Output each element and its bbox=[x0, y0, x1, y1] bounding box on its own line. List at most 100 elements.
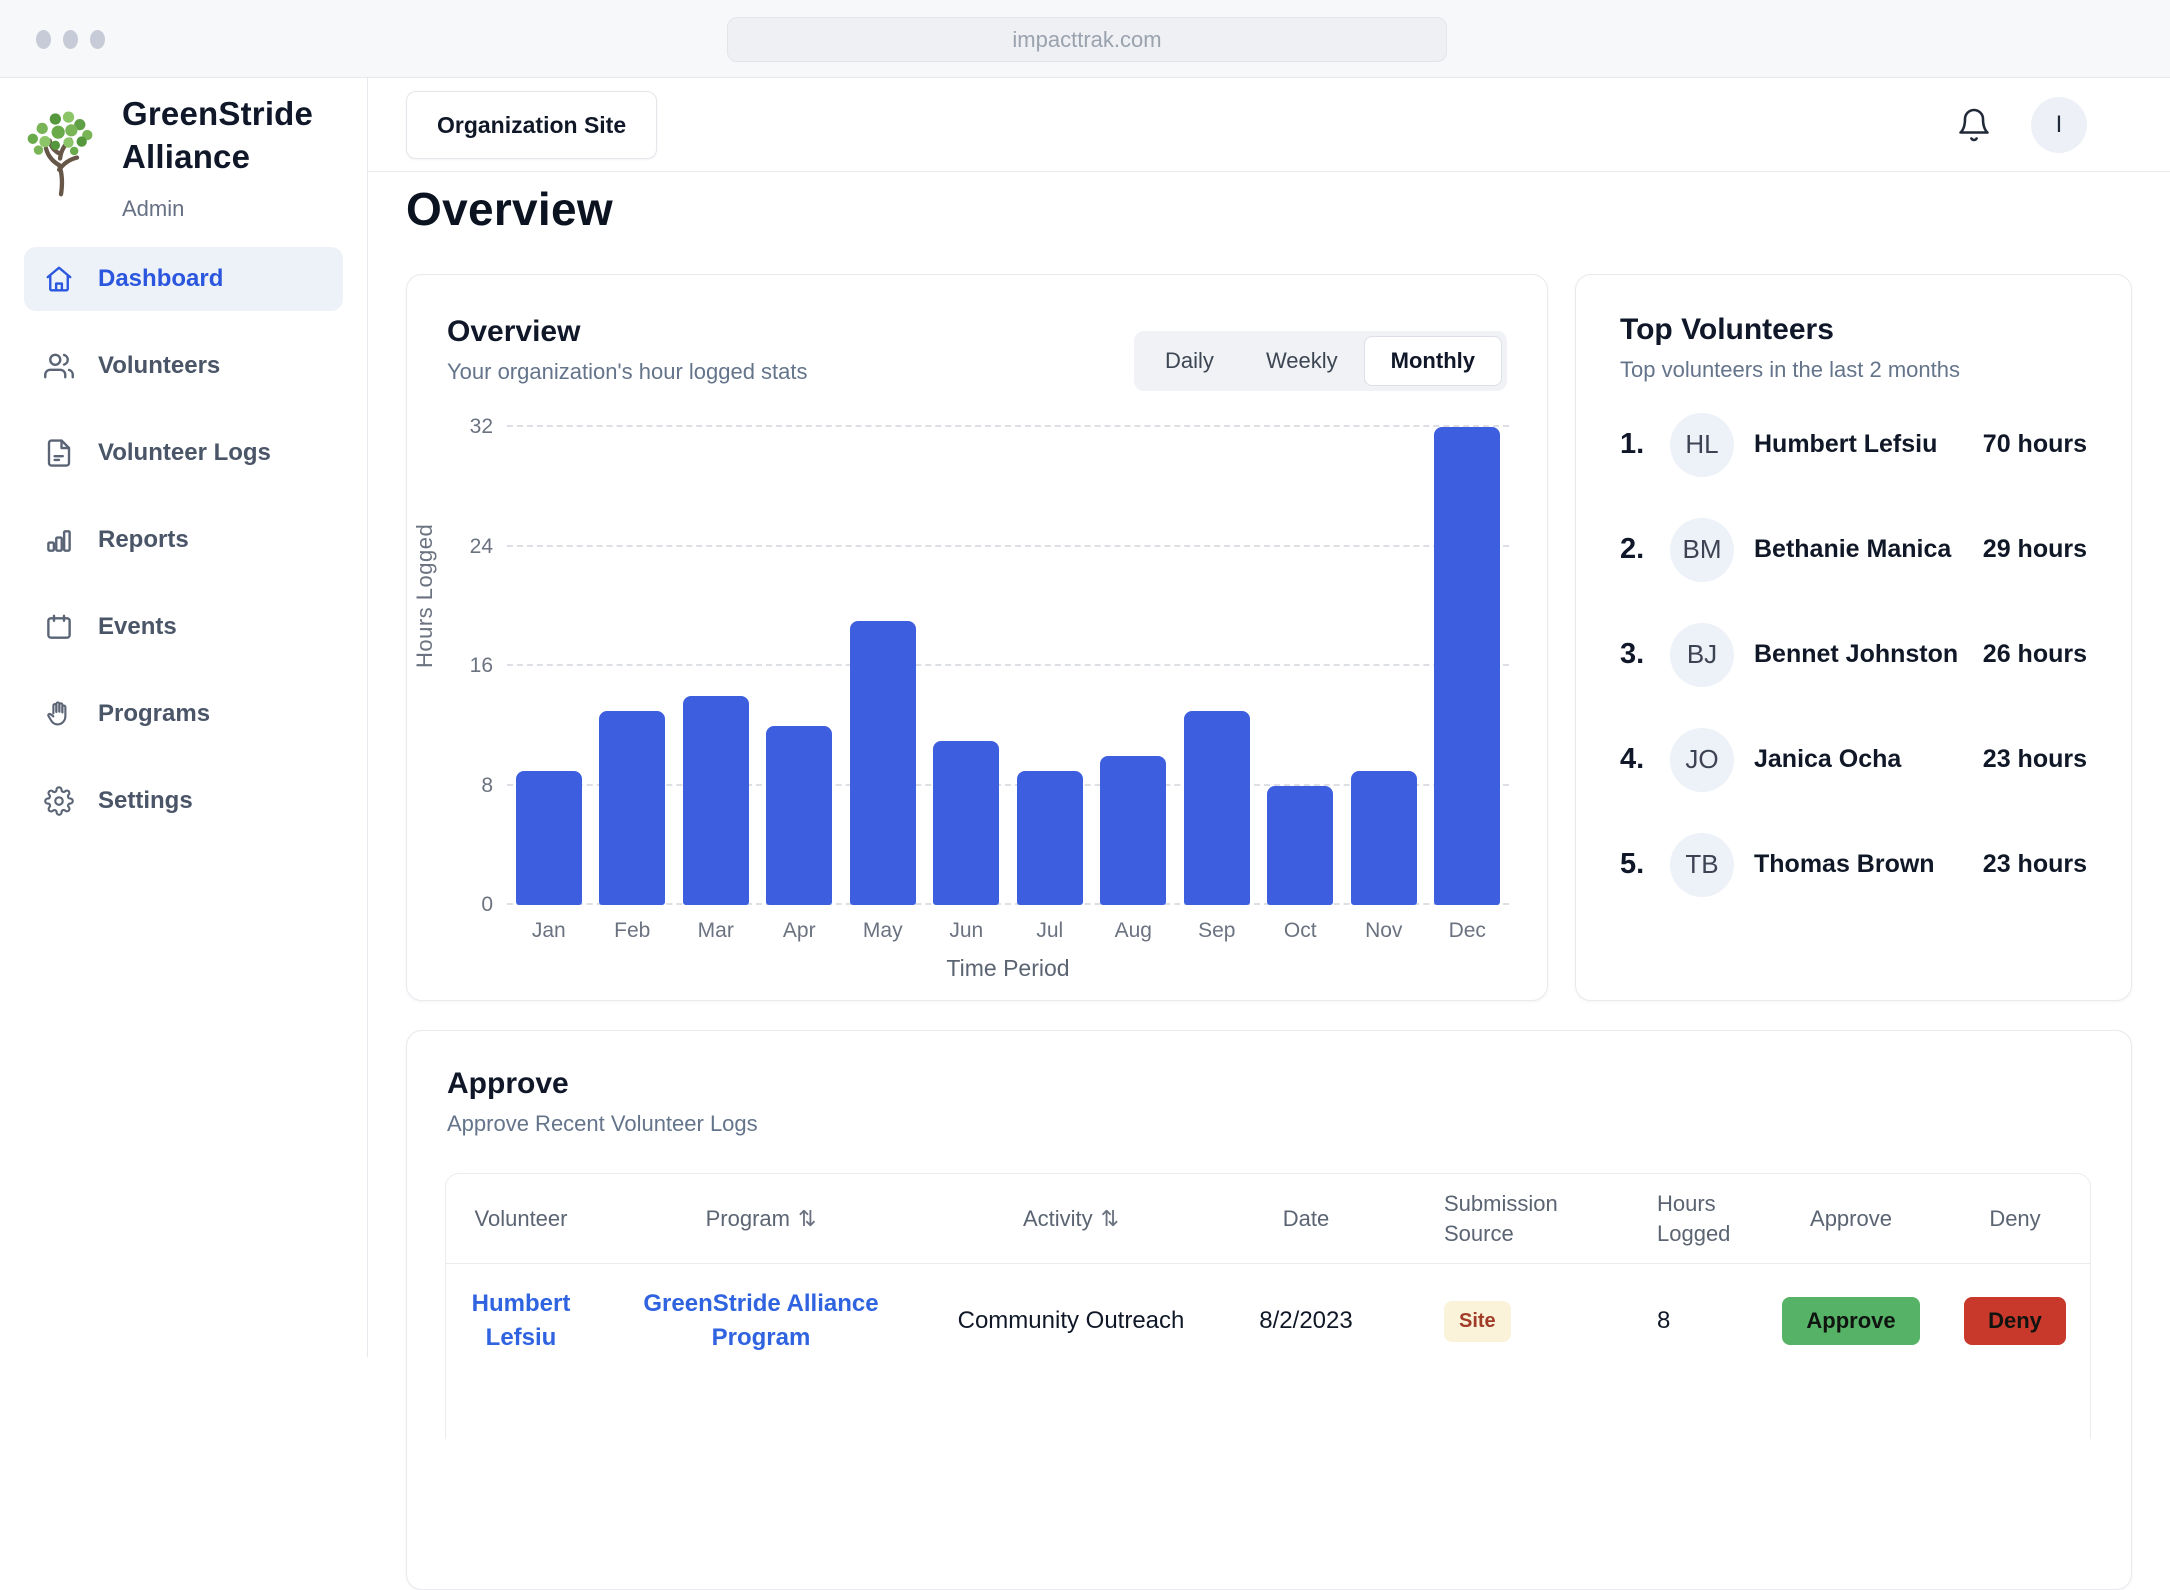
sidebar: GreenStride Alliance Admin Dashboard Vol… bbox=[0, 78, 368, 1357]
column-activity[interactable]: Activity⇅ bbox=[926, 1206, 1216, 1232]
volunteer-name: Bennet Johnston bbox=[1754, 640, 1983, 669]
cell-submission-source: Site bbox=[1396, 1286, 1601, 1356]
org-role: Admin bbox=[122, 196, 184, 222]
cell-program: GreenStride Alliance Program bbox=[596, 1286, 926, 1356]
avatar: BM bbox=[1670, 518, 1734, 582]
source-badge: Site bbox=[1444, 1301, 1511, 1342]
volunteer-name: Bethanie Manica bbox=[1754, 535, 1983, 564]
sidebar-nav: Dashboard Volunteers Volunteer Logs Repo… bbox=[24, 247, 343, 856]
chart-card-title: Overview bbox=[447, 315, 808, 349]
window-maximize-icon[interactable] bbox=[90, 30, 105, 49]
gear-icon bbox=[44, 786, 74, 816]
address-bar[interactable]: impacttrak.com bbox=[727, 17, 1447, 62]
sort-icon[interactable]: ⇅ bbox=[798, 1206, 816, 1231]
bar-aug bbox=[1100, 756, 1166, 905]
cell-approve: Approve bbox=[1766, 1286, 1936, 1356]
sidebar-item-settings[interactable]: Settings bbox=[24, 769, 343, 833]
volunteer-name: Thomas Brown bbox=[1754, 850, 1983, 879]
avatar: JO bbox=[1670, 728, 1734, 792]
chart-card-subtitle: Your organization's hour logged stats bbox=[447, 359, 808, 385]
column-approve: Approve bbox=[1766, 1206, 1936, 1232]
y-tick: 24 bbox=[470, 535, 493, 559]
notifications-bell-icon[interactable] bbox=[1956, 107, 1992, 143]
approve-table: Volunteer Program⇅ Activity⇅ Date Submis… bbox=[445, 1173, 2091, 1439]
rank: 1. bbox=[1620, 428, 1670, 461]
y-tick: 32 bbox=[470, 415, 493, 439]
volunteer-hours: 26 hours bbox=[1983, 640, 2087, 669]
window-controls[interactable] bbox=[36, 30, 105, 49]
period-toggle: Daily Weekly Monthly bbox=[1134, 331, 1507, 391]
users-icon bbox=[44, 351, 74, 381]
bar-feb bbox=[599, 711, 665, 905]
table-row: Humbert Lefsiu GreenStride Alliance Prog… bbox=[446, 1264, 2090, 1439]
bar-may bbox=[850, 621, 916, 905]
sort-icon[interactable]: ⇅ bbox=[1101, 1206, 1119, 1231]
toggle-daily[interactable]: Daily bbox=[1139, 336, 1240, 386]
sidebar-item-volunteers[interactable]: Volunteers bbox=[24, 334, 343, 398]
sidebar-item-label: Volunteers bbox=[98, 352, 220, 380]
browser-chrome: impacttrak.com bbox=[0, 0, 2170, 78]
top-volunteers-card: Top Volunteers Top volunteers in the las… bbox=[1575, 274, 2132, 1001]
page-title: Overview bbox=[406, 182, 613, 236]
volunteer-hours: 70 hours bbox=[1983, 430, 2087, 459]
bar-jun bbox=[933, 741, 999, 905]
bars bbox=[507, 427, 1509, 905]
column-date: Date bbox=[1216, 1206, 1396, 1232]
sidebar-item-label: Programs bbox=[98, 700, 210, 728]
deny-button[interactable]: Deny bbox=[1964, 1297, 2066, 1345]
column-volunteer: Volunteer bbox=[446, 1206, 596, 1232]
top-volunteers-subtitle: Top volunteers in the last 2 months bbox=[1620, 357, 2087, 383]
sidebar-item-dashboard[interactable]: Dashboard bbox=[24, 247, 343, 311]
volunteer-link[interactable]: Humbert Lefsiu bbox=[466, 1287, 576, 1355]
top-volunteers-list: 1. HL Humbert Lefsiu 70 hours 2. BM Beth… bbox=[1620, 392, 2087, 917]
sidebar-item-label: Reports bbox=[98, 526, 189, 554]
avatar: HL bbox=[1670, 413, 1734, 477]
toggle-monthly[interactable]: Monthly bbox=[1364, 336, 1502, 386]
bar-nov bbox=[1351, 771, 1417, 905]
volunteer-name: Humbert Lefsiu bbox=[1754, 430, 1983, 459]
program-link[interactable]: GreenStride Alliance Program bbox=[641, 1287, 881, 1355]
volunteer-hours: 23 hours bbox=[1983, 745, 2087, 774]
y-tick: 16 bbox=[470, 654, 493, 678]
main-topbar: Organization Site I bbox=[368, 78, 2170, 172]
rank: 2. bbox=[1620, 533, 1670, 566]
x-axis-labels: JanFeb MarApr MayJun JulAug SepOct NovDe… bbox=[507, 919, 1509, 943]
cell-volunteer: Humbert Lefsiu bbox=[446, 1286, 596, 1356]
sidebar-item-volunteer-logs[interactable]: Volunteer Logs bbox=[24, 421, 343, 485]
approve-subtitle: Approve Recent Volunteer Logs bbox=[447, 1111, 758, 1137]
column-hours-logged: Hours Logged bbox=[1601, 1189, 1751, 1249]
bar-jul bbox=[1017, 771, 1083, 905]
sidebar-item-label: Settings bbox=[98, 787, 193, 815]
cell-activity: Community Outreach bbox=[926, 1286, 1216, 1356]
sidebar-item-programs[interactable]: Programs bbox=[24, 682, 343, 746]
avatar: TB bbox=[1670, 833, 1734, 897]
sidebar-item-reports[interactable]: Reports bbox=[24, 508, 343, 572]
bar-oct bbox=[1267, 786, 1333, 906]
list-item: 3. BJ Bennet Johnston 26 hours bbox=[1620, 602, 2087, 707]
volunteer-name: Janica Ocha bbox=[1754, 745, 1983, 774]
approve-card: Approve Approve Recent Volunteer Logs Vo… bbox=[406, 1030, 2132, 1590]
main-content: Organization Site I Overview Overview Yo… bbox=[368, 78, 2170, 1357]
sidebar-item-label: Volunteer Logs bbox=[98, 439, 271, 467]
user-avatar[interactable]: I bbox=[2031, 97, 2087, 153]
list-item: 1. HL Humbert Lefsiu 70 hours bbox=[1620, 392, 2087, 497]
sidebar-item-label: Events bbox=[98, 613, 177, 641]
approve-button[interactable]: Approve bbox=[1782, 1297, 1919, 1345]
rank: 3. bbox=[1620, 638, 1670, 671]
window-close-icon[interactable] bbox=[36, 30, 51, 49]
overview-chart-card: Overview Your organization's hour logged… bbox=[406, 274, 1548, 1001]
bar-chart-icon bbox=[44, 525, 74, 555]
cell-date: 8/2/2023 bbox=[1216, 1286, 1396, 1356]
column-program[interactable]: Program⇅ bbox=[596, 1206, 926, 1232]
bar-dec bbox=[1434, 427, 1500, 905]
org-name: GreenStride Alliance bbox=[122, 92, 313, 178]
y-axis-title: Hours Logged bbox=[412, 524, 438, 668]
organization-site-button[interactable]: Organization Site bbox=[406, 91, 657, 159]
hand-icon bbox=[44, 699, 74, 729]
list-item: 5. TB Thomas Brown 23 hours bbox=[1620, 812, 2087, 917]
toggle-weekly[interactable]: Weekly bbox=[1240, 336, 1364, 386]
window-minimize-icon[interactable] bbox=[63, 30, 78, 49]
approve-title: Approve bbox=[447, 1067, 758, 1101]
y-tick: 0 bbox=[481, 893, 493, 917]
sidebar-item-events[interactable]: Events bbox=[24, 595, 343, 659]
